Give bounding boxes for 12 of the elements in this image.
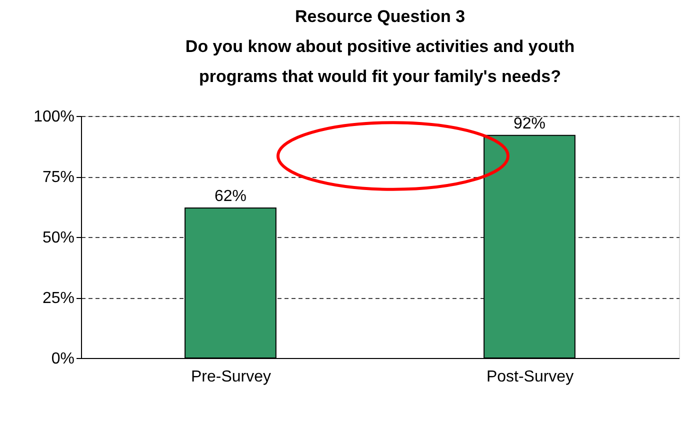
text: Do you know about positive activities and youth bbox=[185, 37, 575, 56]
y-tick-label: 0% bbox=[51, 350, 74, 368]
x-tick-label: Pre-Survey bbox=[190, 368, 272, 386]
text: Resource Question 3 bbox=[294, 7, 466, 26]
data-label: 62% bbox=[214, 188, 247, 205]
y-tick-label: 100% bbox=[34, 108, 74, 126]
text: programs that would fit your family's needs? bbox=[198, 67, 562, 86]
data-label: 92% bbox=[513, 115, 546, 132]
y-tick-label: 25% bbox=[42, 290, 74, 307]
y-tick-label: 75% bbox=[42, 169, 74, 186]
x-tick-label: Post-Survey bbox=[486, 368, 574, 386]
y-tick-label: 50% bbox=[42, 230, 74, 246]
